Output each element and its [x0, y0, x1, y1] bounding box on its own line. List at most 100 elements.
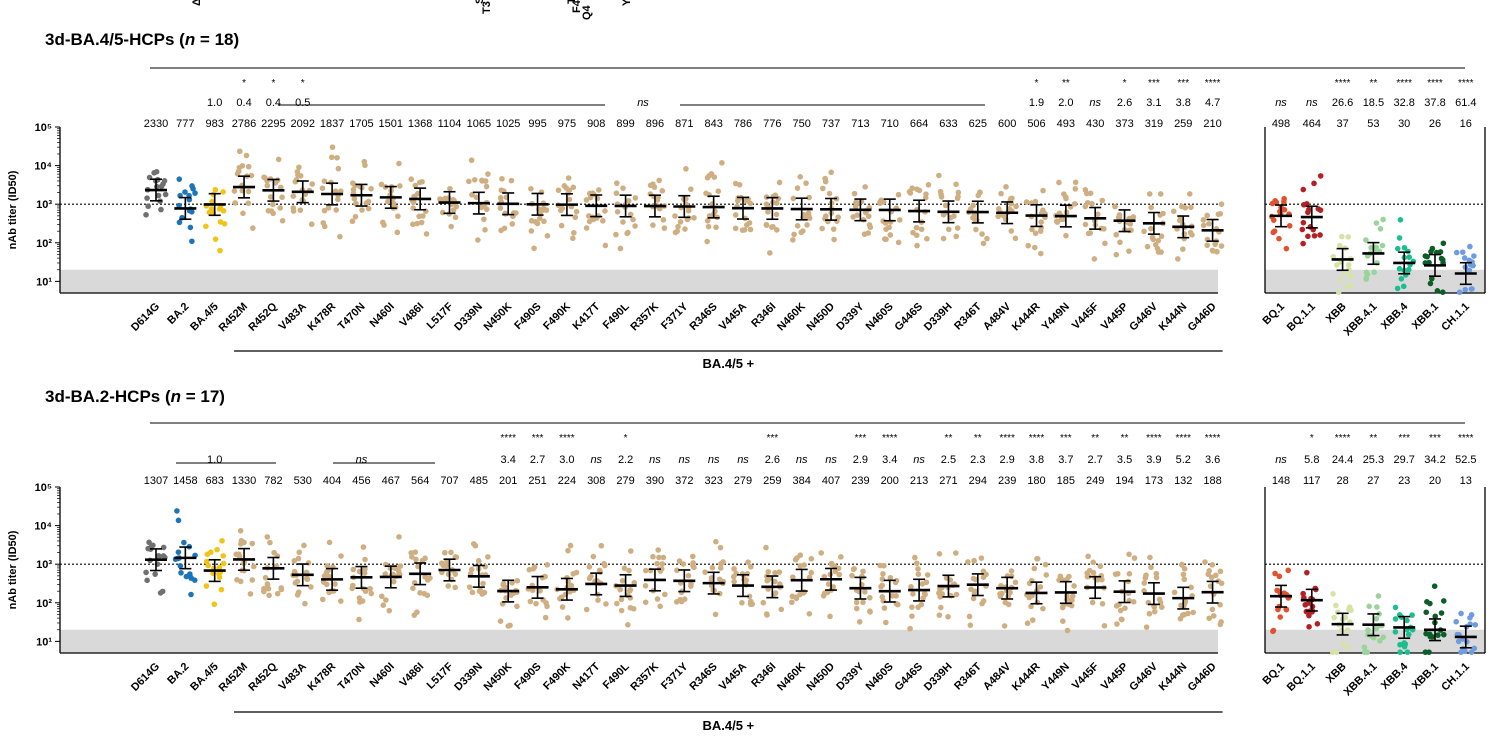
x-tick-label: R346I — [749, 301, 778, 330]
data-point — [301, 542, 307, 549]
data-point — [1200, 222, 1207, 229]
significance-label: *** — [532, 433, 544, 444]
data-point — [1146, 191, 1153, 197]
data-point — [1274, 587, 1280, 594]
cropped-header-labels: Δ2 S3T3 T2F4Q4 Y5 — [191, 0, 633, 20]
data-point — [466, 584, 473, 590]
fold-change-label: 2.0 — [1058, 97, 1073, 109]
data-point — [540, 207, 546, 213]
significance-label: ** — [974, 433, 982, 444]
significance-label: *** — [767, 433, 779, 444]
data-point — [1453, 249, 1460, 256]
gmt-label: 239 — [998, 475, 1016, 487]
data-point — [1283, 245, 1290, 252]
data-point — [940, 235, 947, 242]
data-point — [1300, 240, 1306, 247]
data-point — [466, 178, 472, 185]
data-point — [217, 219, 224, 225]
data-point — [1317, 207, 1324, 213]
data-point — [1461, 255, 1468, 261]
data-point — [1204, 212, 1210, 219]
data-point — [889, 592, 896, 599]
x-tick-label: K444N — [1157, 661, 1190, 694]
data-point — [1117, 239, 1123, 246]
data-point — [1071, 201, 1078, 207]
fold-change-label: ns — [649, 454, 661, 466]
data-point — [767, 250, 773, 256]
fold-change-label: 3.6 — [1205, 454, 1220, 466]
significance-label: ** — [1370, 433, 1378, 444]
data-point — [1438, 610, 1445, 616]
data-point — [268, 208, 275, 214]
data-point — [154, 183, 160, 190]
data-point — [1189, 232, 1195, 238]
data-point — [654, 596, 661, 602]
gmt-label: 2330 — [144, 118, 168, 130]
data-point — [739, 599, 745, 606]
data-point — [176, 176, 183, 182]
x-tick-label: F490L — [601, 660, 632, 691]
data-point — [237, 527, 244, 534]
data-point — [394, 229, 401, 236]
data-point — [1469, 260, 1475, 267]
significance-label: *** — [855, 433, 867, 444]
cropped-label: S3 — [474, 0, 486, 4]
data-point — [500, 580, 507, 587]
significance-label: **** — [559, 433, 575, 444]
data-point — [1218, 580, 1225, 587]
data-point — [677, 219, 684, 225]
data-point — [559, 604, 566, 610]
data-point — [1341, 270, 1348, 276]
data-point — [249, 577, 256, 583]
data-point — [613, 231, 619, 238]
data-point — [452, 584, 458, 591]
data-point — [212, 186, 219, 193]
data-point — [776, 179, 783, 186]
data-point — [647, 191, 654, 197]
x-tick-label: R452M — [217, 301, 251, 335]
fold-change-label: 1.9 — [1029, 97, 1044, 109]
data-point — [1272, 570, 1278, 577]
data-point — [1423, 630, 1429, 637]
data-point — [189, 183, 195, 189]
x-tick-label: XBB.4 — [1379, 660, 1411, 692]
data-point — [162, 191, 169, 198]
data-point — [144, 195, 150, 201]
data-point — [862, 589, 868, 595]
x-tick-label: R357K — [628, 661, 661, 694]
fold-change-label: 1.0 — [207, 97, 222, 109]
data-point — [1024, 620, 1031, 627]
gmt-label: 498 — [1272, 118, 1290, 130]
data-point — [245, 188, 252, 195]
data-point — [792, 556, 799, 563]
data-point — [1409, 612, 1415, 618]
data-point — [420, 213, 426, 219]
data-point — [1345, 262, 1352, 268]
data-point — [291, 568, 298, 575]
data-point — [971, 557, 977, 564]
data-point — [748, 563, 754, 570]
x-tick-label: BQ.1 — [1260, 301, 1287, 328]
data-point — [765, 568, 772, 575]
data-point — [860, 599, 866, 606]
data-point — [380, 602, 387, 609]
data-point — [1277, 208, 1283, 215]
data-point — [1317, 232, 1323, 238]
gmt-label: 664 — [910, 118, 928, 130]
data-point — [177, 563, 184, 569]
data-point — [328, 154, 335, 161]
fold-change-label: ns — [1089, 97, 1101, 109]
gmt-label: 1104 — [438, 118, 462, 130]
data-point — [709, 564, 716, 571]
x-tick-label: Y449N — [1040, 301, 1072, 333]
data-point — [422, 555, 428, 562]
data-point — [1025, 242, 1032, 249]
data-point — [390, 200, 397, 207]
data-point — [234, 170, 241, 177]
data-point — [1180, 246, 1186, 252]
significance-label: ** — [1091, 433, 1099, 444]
data-point — [1069, 597, 1075, 604]
data-point — [334, 154, 340, 161]
data-point — [571, 229, 577, 236]
data-point — [144, 577, 150, 584]
